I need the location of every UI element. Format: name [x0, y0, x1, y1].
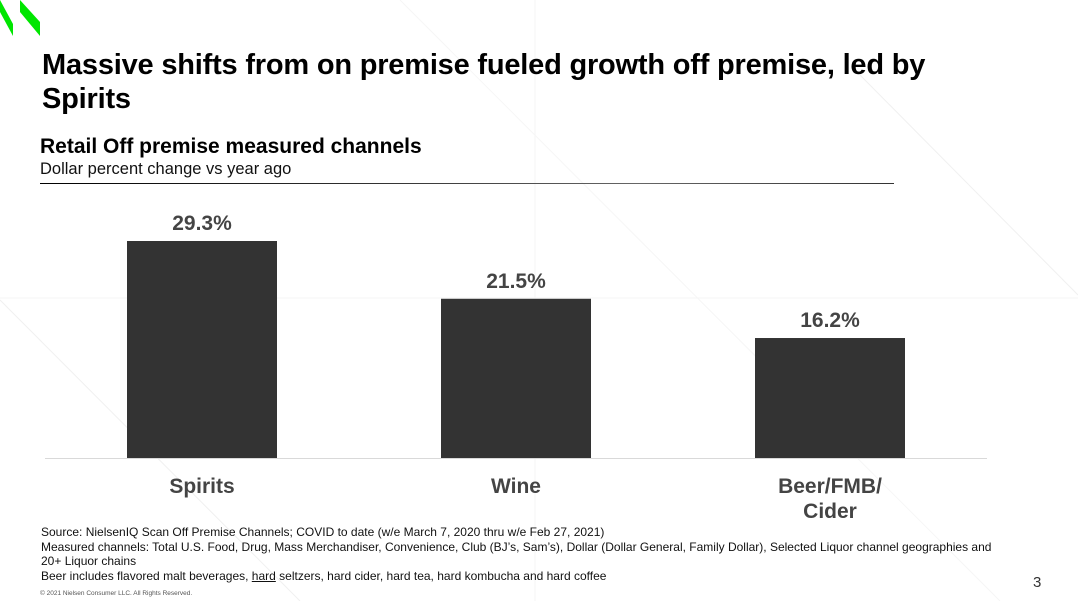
data-label-2: 16.2%	[800, 309, 860, 332]
category-label-0: Spirits	[169, 475, 234, 498]
footnote-beer-suffix: seltzers, hard cider, hard tea, hard kom…	[275, 568, 607, 583]
data-label-1: 21.5%	[486, 270, 546, 293]
footnote-source: Source: NielsenIQ Scan Off Premise Chann…	[41, 525, 605, 539]
page-number: 3	[1033, 574, 1042, 591]
slide-title: Massive shifts from on premise fueled gr…	[42, 49, 926, 115]
footnote-beer: Beer includes flavored malt beverages, h…	[41, 569, 1001, 584]
footnote-beer-prefix: Beer includes flavored malt beverages,	[41, 568, 252, 583]
data-label-0: 29.3%	[172, 212, 232, 235]
bar-0	[127, 241, 277, 458]
category-label-1: Wine	[491, 475, 541, 498]
bar-2	[755, 338, 905, 458]
logo-stripe-right	[20, 0, 40, 36]
brand-logo-icon	[0, 0, 40, 36]
footnote-beer-underlined: hard	[251, 568, 276, 583]
chart-subtitle: Dollar percent change vs year ago	[40, 160, 292, 178]
copyright: © 2021 Nielsen Consumer LLC. All Rights …	[40, 590, 193, 597]
bar-1	[441, 298, 591, 458]
footnotes: Source: NielsenIQ Scan Off Premise Chann…	[41, 525, 1001, 583]
category-label-2-line-1: Cider	[803, 500, 857, 523]
category-label-2-line-0: Beer/FMB/	[778, 475, 882, 498]
logo-stripe-left	[0, 0, 13, 36]
chart-title: Retail Off premise measured channels	[40, 135, 422, 158]
footnote-channels: Measured channels: Total U.S. Food, Drug…	[41, 539, 992, 569]
title-divider	[40, 183, 894, 184]
bar-chart: 29.3% Spirits 21.5% Wine 16.2% Beer/FMB/Cider	[45, 212, 987, 523]
